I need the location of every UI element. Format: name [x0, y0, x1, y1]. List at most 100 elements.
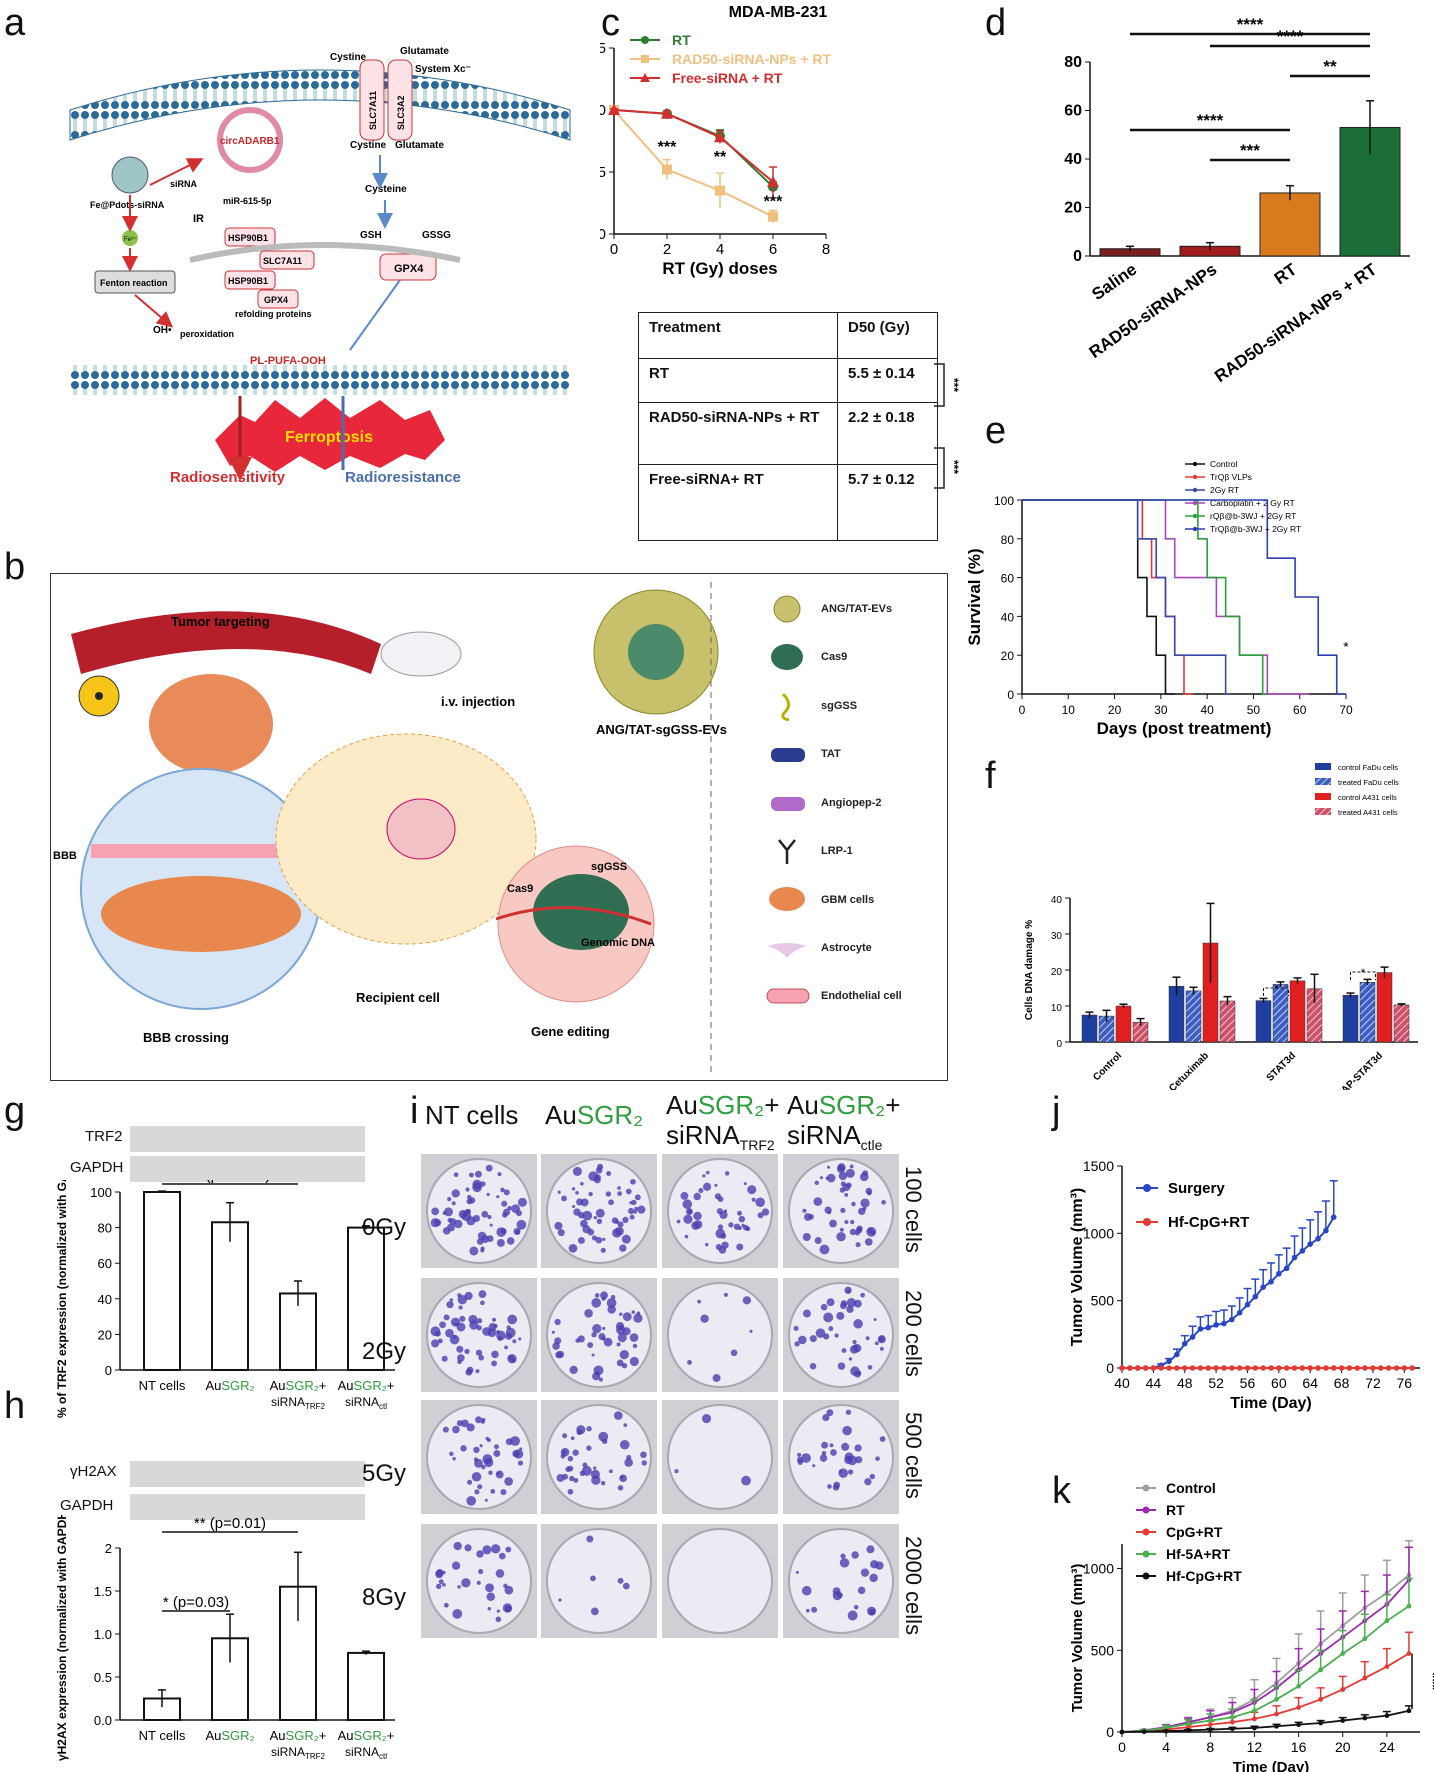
i-colony-0-1-10	[600, 1247, 606, 1253]
i-colony-0-3-4	[881, 1200, 886, 1205]
i-colony-0-0-56	[430, 1218, 440, 1228]
i-colony-2-0-35	[467, 1479, 473, 1485]
i-plate-3-3	[783, 1524, 899, 1638]
j-xtick-label-4: 56	[1240, 1375, 1256, 1391]
g-ytick-label-3: 60	[98, 1256, 112, 1271]
g-ylabel: % of TRF2 expression (normalized with GA…	[55, 1180, 69, 1418]
f-ytick-label-3: 30	[1051, 931, 1063, 942]
k-legend-marker-0	[1142, 1484, 1150, 1492]
i-colony-3-3-5	[811, 1606, 818, 1613]
h-ylabel: γH2AX expression (normalized with GAPDH)	[55, 1515, 69, 1761]
i-colony-0-1-40	[617, 1191, 622, 1196]
i-colony-2-0-15	[449, 1451, 454, 1457]
i-colony-0-1-33	[577, 1236, 585, 1244]
i-colony-0-3-7	[836, 1231, 846, 1242]
panel-a-diagram: Cystine Glutamate System Xc⁻ SLC7A11 SLC…	[69, 46, 571, 486]
h-category-0: NT cells	[139, 1728, 186, 1743]
chart-e: 0 20 40 60 80 100 0 10 20 30 40 50 60 70 Days (post tr…	[965, 459, 1353, 738]
i-colony-0-0-57	[447, 1223, 455, 1232]
i-colony-1-3-15	[860, 1292, 865, 1298]
j-series-0-point-26	[1323, 1227, 1329, 1234]
j-series-1-point-33	[1377, 1365, 1384, 1371]
i-dish-3-3	[788, 1528, 894, 1634]
h-ytick-label-4: 2	[105, 1541, 112, 1556]
i-colony-1-1-43	[606, 1298, 617, 1308]
e-annotation-0: *	[1343, 638, 1349, 654]
i-colony-3-0-4	[498, 1552, 506, 1560]
i-colony-1-0-26	[431, 1339, 440, 1348]
g-category-sub-2: siRNATRF2	[271, 1395, 326, 1411]
d-ytick-label-0: 0	[1073, 248, 1082, 265]
b-iv-injection: i.v. injection	[441, 694, 515, 709]
i-colony-0-3-40	[804, 1213, 812, 1221]
f-ytick-label-1: 10	[1051, 1003, 1063, 1014]
c-annotation-0: ***	[658, 139, 677, 156]
c-series-1-point-1	[662, 164, 672, 175]
i-colony-2-1-3	[624, 1458, 633, 1467]
c-ytick-label-3: 1.5	[600, 40, 606, 57]
i-colony-1-3-16	[823, 1312, 834, 1323]
i-colony-3-3-6	[839, 1558, 850, 1568]
i-colony-0-1-28	[591, 1235, 598, 1241]
f-category-0: Control	[1091, 1050, 1124, 1083]
a-label-6: Glutamate	[395, 140, 444, 151]
i-colony-2-0-8	[517, 1460, 524, 1466]
i-colony-0-2-27	[747, 1185, 757, 1195]
i-colony-1-0-50	[475, 1349, 483, 1356]
i-colony-2-1-37	[590, 1469, 600, 1479]
i-colony-0-1-21	[629, 1214, 635, 1220]
k-legend-label-2: CpG+RT	[1166, 1524, 1223, 1540]
panel-label-c: c	[601, 2, 620, 44]
j-series-1-point-21	[1283, 1365, 1290, 1371]
i-colony-0-2-3	[702, 1174, 706, 1178]
e-xlabel: Days (post treatment)	[1097, 719, 1272, 738]
j-legend-marker-1	[1143, 1218, 1151, 1226]
i-colony-2-0-22	[488, 1470, 493, 1475]
k-series-4-point-5	[1229, 1726, 1235, 1732]
a-label-2: System Xc⁻	[415, 64, 471, 75]
c-series-2-point-1	[661, 107, 673, 119]
i-colony-0-3-33	[826, 1165, 831, 1169]
i-colony-0-1-42	[568, 1243, 578, 1253]
i-colony-1-0-40	[437, 1338, 443, 1344]
j-series-1-point-1	[1127, 1365, 1133, 1371]
i-colony-3-1-3	[617, 1577, 624, 1584]
c-series-1-line	[613, 109, 774, 218]
i-colony-2-0-18	[495, 1470, 504, 1479]
i-colony-1-1-8	[617, 1333, 627, 1343]
i-colony-3-3-2	[801, 1585, 812, 1596]
a-label-14: Fe²⁺	[124, 236, 136, 243]
i-colony-0-3-42	[864, 1238, 873, 1246]
f-bar-3-0	[1342, 994, 1359, 1043]
i-colony-3-0-7	[476, 1580, 481, 1585]
table-c-header-treatment: Treatment	[638, 312, 838, 359]
e-xtick-label-7: 70	[1339, 703, 1353, 717]
g-ytick-label-5: 100	[90, 1185, 112, 1200]
k-series-3-point-13	[1406, 1603, 1412, 1609]
i-colony-1-3-20	[852, 1339, 857, 1345]
i-colony-2-2-2	[701, 1414, 712, 1424]
i-colony-2-1-6	[619, 1439, 630, 1450]
b-gene-editing: Gene editing	[531, 1024, 610, 1039]
i-colony-0-0-55	[431, 1207, 440, 1216]
j-series-1-point-9	[1189, 1365, 1196, 1371]
j-series-1-point-14	[1228, 1365, 1235, 1371]
j-series-0-point-16	[1244, 1301, 1251, 1308]
i-colony-1-3-39	[841, 1348, 847, 1354]
k-series-1-line	[1121, 1579, 1410, 1733]
i-colony-0-1-4	[622, 1216, 629, 1224]
i-colony-0-2-28	[691, 1221, 700, 1230]
i-colony-2-0-19	[484, 1457, 494, 1468]
k-legend-label-1: RT	[1166, 1502, 1185, 1518]
e-series-1-line	[1022, 499, 1194, 695]
i-colony-0-1-39	[617, 1186, 621, 1190]
i-colony-2-3-11	[829, 1443, 834, 1448]
k-ytick-label-0: 0	[1106, 1724, 1114, 1740]
c-xtick-label-0: 0	[610, 241, 618, 258]
g-ytick-label-2: 40	[98, 1292, 112, 1307]
c-series-2-point-3	[767, 175, 779, 187]
i-colony-0-2-37	[719, 1210, 728, 1219]
i-colony-2-1-32	[640, 1451, 647, 1459]
i-colony-1-3-28	[823, 1333, 830, 1340]
f-bracket-label-1: *	[1361, 967, 1366, 979]
